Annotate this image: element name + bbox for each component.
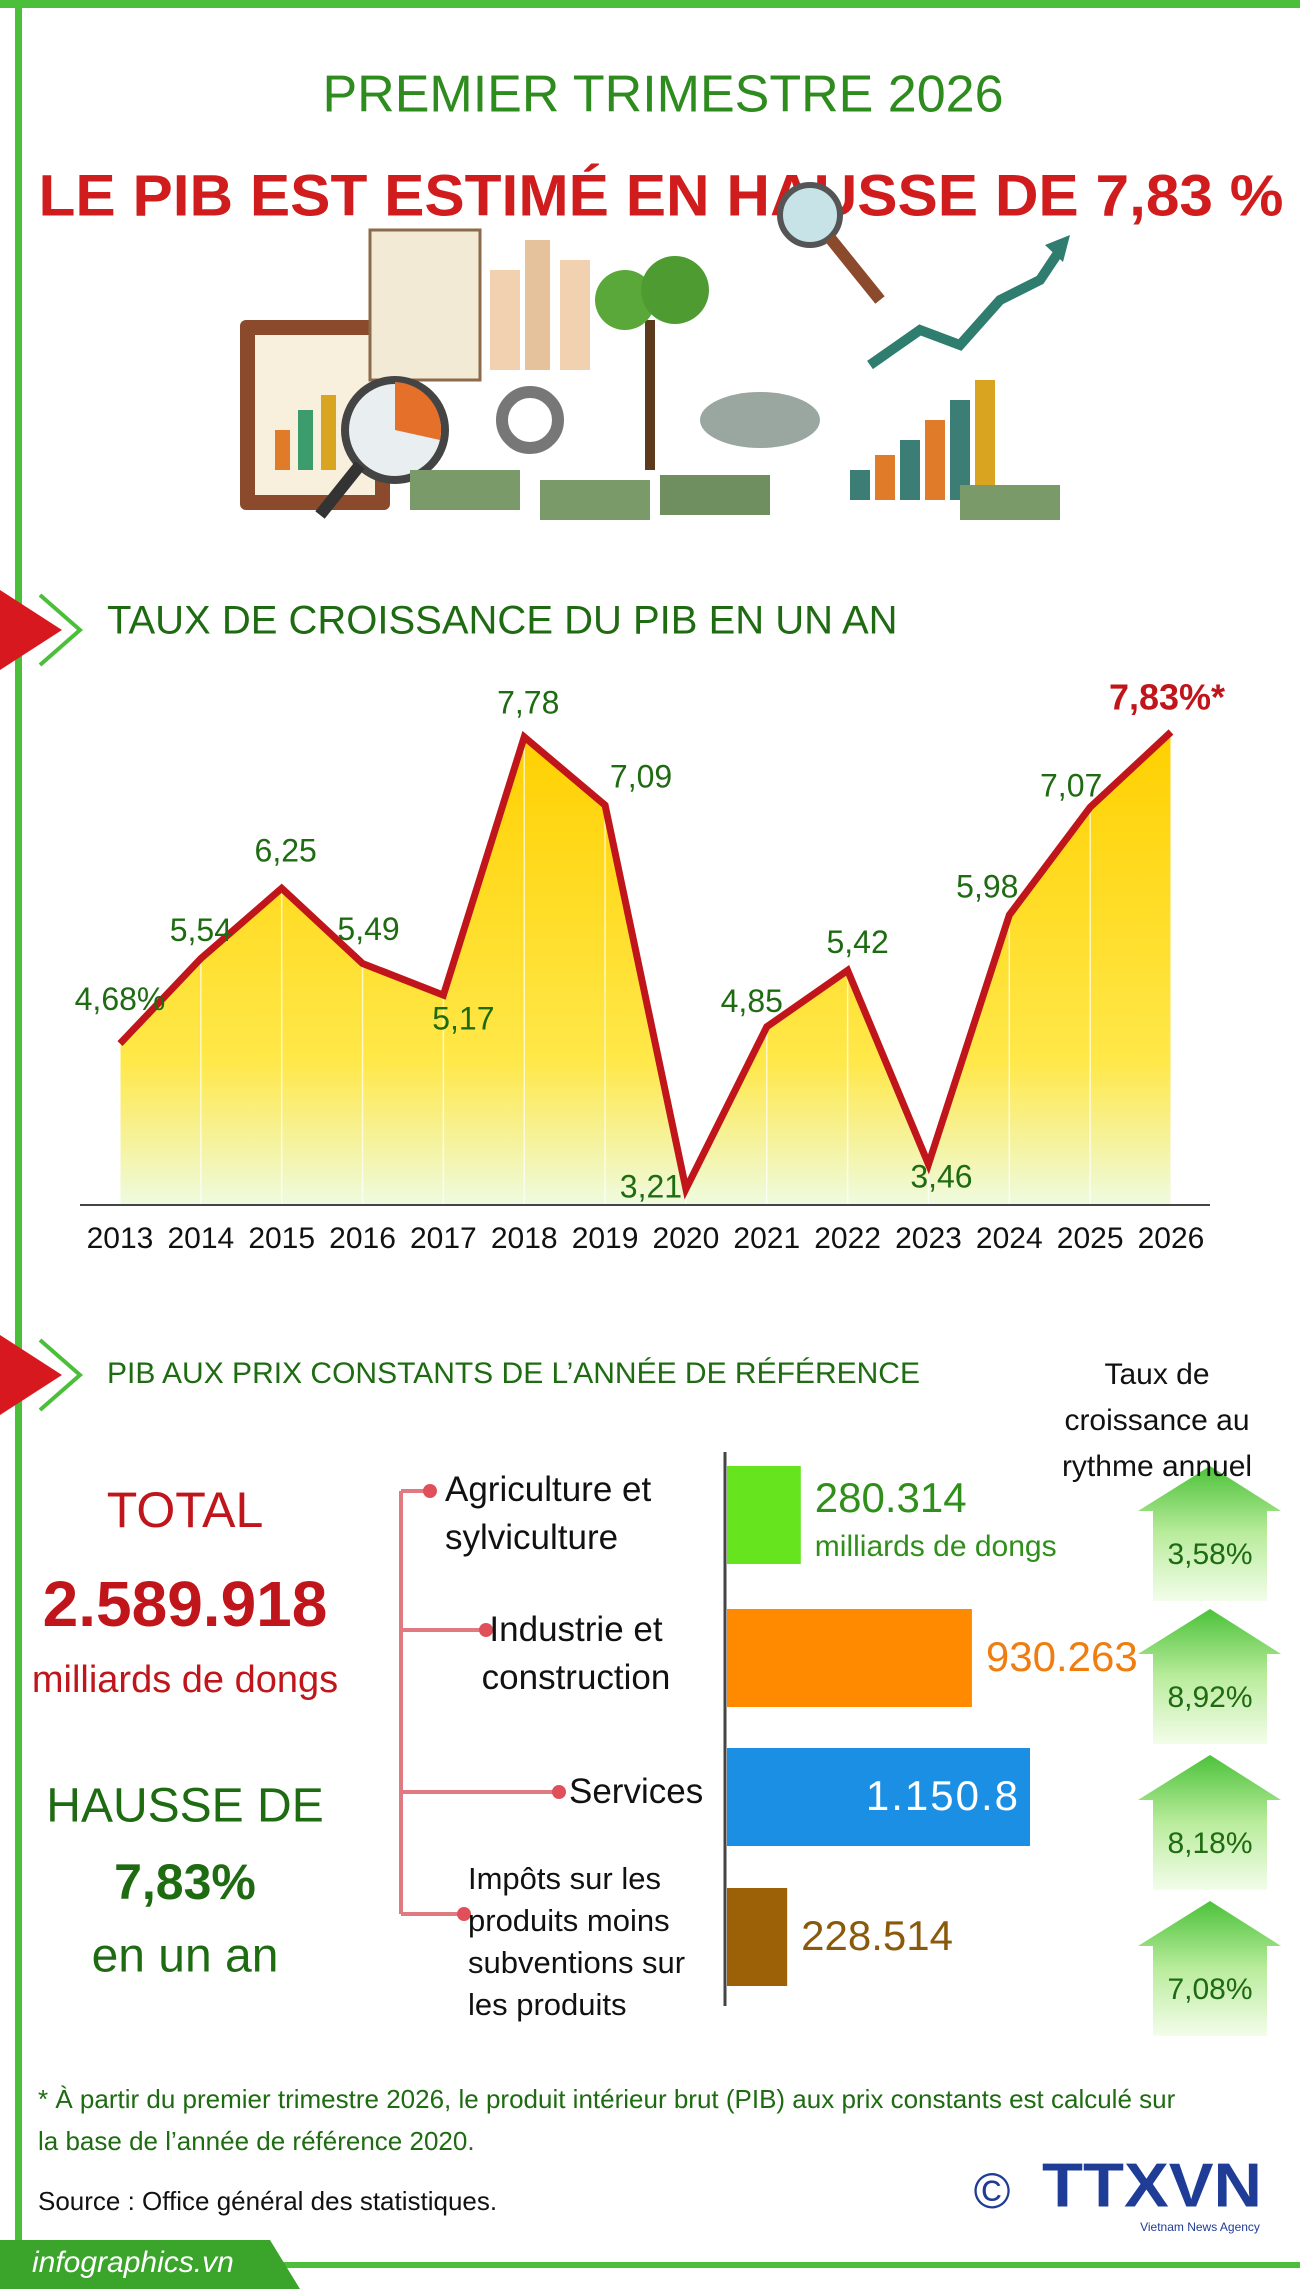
value-label: 7,78 bbox=[497, 684, 559, 720]
section-title: PIB AUX PRIX CONSTANTS DE L’ANNÉE DE RÉF… bbox=[107, 1357, 920, 1390]
x-tick-label: 2023 bbox=[895, 1222, 962, 1255]
growth-label: 8,92% bbox=[1167, 1681, 1252, 1714]
area bbox=[120, 732, 1171, 1205]
growth-arrow bbox=[1138, 1609, 1281, 1744]
value-label: 930.263 bbox=[986, 1633, 1138, 1680]
category-label: Agriculture et sylviculture bbox=[445, 1470, 652, 1557]
total-unit: milliards de dongs bbox=[32, 1659, 338, 1701]
growth-label: 7,08% bbox=[1167, 1973, 1252, 2006]
line bbox=[117, 729, 1174, 1200]
bar bbox=[727, 1466, 801, 1564]
x-tick-label: 2016 bbox=[329, 1222, 396, 1255]
section-marker bbox=[0, 1335, 62, 1415]
bar bbox=[727, 1888, 788, 1986]
value-label: 1.150.8 bbox=[866, 1772, 1020, 1819]
x-tick-label: 2026 bbox=[1138, 1222, 1205, 1255]
section-marker bbox=[38, 593, 84, 667]
section-title: TAUX DE CROISSANCE DU PIB EN UN AN bbox=[107, 599, 898, 643]
growth-label: 8,18% bbox=[1167, 1827, 1252, 1860]
value-label: 5,42 bbox=[826, 924, 888, 960]
illustration bbox=[240, 182, 1070, 520]
growth-title: Taux de croissance au rythme annuel bbox=[1061, 1358, 1253, 1483]
headline: LE PIB EST ESTIMÉ EN HAUSSE DE 7,83 % bbox=[39, 163, 1284, 228]
rise-period: en un an bbox=[92, 1930, 279, 1983]
value-label: 7,07 bbox=[1040, 768, 1102, 804]
total-value: 2.589.918 bbox=[43, 1568, 328, 1640]
x-tick-label: 2018 bbox=[491, 1222, 558, 1255]
value-label: 228.514 bbox=[801, 1912, 953, 1959]
logo: TTXVN bbox=[1042, 2151, 1262, 2220]
category-label: Impôts sur les produits moins subvention… bbox=[468, 1861, 686, 2022]
x-tick-label: 2021 bbox=[733, 1222, 800, 1255]
section-marker bbox=[38, 1338, 84, 1412]
growth-arrow bbox=[1138, 1466, 1281, 1601]
category-label: Industrie et construction bbox=[481, 1610, 671, 1697]
bracket-dots bbox=[423, 1484, 566, 1921]
value-label: 5,54 bbox=[170, 912, 232, 948]
title: PREMIER TRIMESTRE 2026 bbox=[322, 66, 1003, 124]
bar bbox=[727, 1609, 972, 1707]
unit-label: milliards de dongs bbox=[815, 1530, 1057, 1563]
value-label: 5,98 bbox=[956, 868, 1018, 904]
value-label: 7,83%* bbox=[1109, 677, 1225, 718]
value-label: 5,17 bbox=[432, 1001, 494, 1037]
value-label: 7,09 bbox=[610, 759, 672, 795]
bar bbox=[727, 1748, 1030, 1846]
x-tick-label: 2013 bbox=[87, 1222, 154, 1255]
growth-label: 3,58% bbox=[1167, 1538, 1252, 1571]
top-border bbox=[0, 0, 1300, 8]
x-tick-label: 2017 bbox=[410, 1222, 477, 1255]
x-tick-label: 2015 bbox=[248, 1222, 315, 1255]
growth-arrow bbox=[1138, 1755, 1281, 1890]
site-band bbox=[0, 2240, 300, 2289]
note-text: la base de l’année de référence 2020. bbox=[38, 2126, 475, 2156]
note-text: * À partir du premier trimestre 2026, le… bbox=[38, 2084, 1176, 2114]
total-label: TOTAL bbox=[107, 1482, 264, 1538]
value-label: 3,46 bbox=[910, 1159, 972, 1195]
x-tick-label: 2025 bbox=[1057, 1222, 1124, 1255]
value-label: 4,68% bbox=[75, 981, 166, 1017]
x-tick-label: 2022 bbox=[814, 1222, 881, 1255]
section-marker bbox=[0, 590, 62, 670]
site: infographics.vn bbox=[32, 2246, 234, 2279]
left-border bbox=[15, 0, 22, 2240]
x-tick-label: 2014 bbox=[167, 1222, 234, 1255]
copyright: © bbox=[974, 2163, 1011, 2219]
growth-arrow bbox=[1138, 1901, 1281, 2036]
source: Source : Office général des statistiques… bbox=[38, 2186, 497, 2216]
bottom-line bbox=[0, 2262, 1300, 2268]
x-tick-label: 2019 bbox=[572, 1222, 639, 1255]
x-tick-label: 2020 bbox=[653, 1222, 720, 1255]
rise-label: HAUSSE DE bbox=[46, 1780, 323, 1833]
category-label: Services bbox=[569, 1772, 704, 1811]
value-label: 280.314 bbox=[815, 1474, 967, 1521]
note: * À partir du premier trimestre 2026, le… bbox=[38, 2084, 1176, 2156]
bracket bbox=[399, 1489, 559, 1916]
value-label: 3,21 bbox=[620, 1168, 682, 1204]
rise-value: 7,83% bbox=[114, 1854, 256, 1910]
x-tick-label: 2024 bbox=[976, 1222, 1043, 1255]
value-label: 5,49 bbox=[337, 911, 399, 947]
value-label: 4,85 bbox=[721, 983, 783, 1019]
value-label: 6,25 bbox=[255, 833, 317, 869]
agency: Vietnam News Agency bbox=[1140, 2220, 1260, 2234]
